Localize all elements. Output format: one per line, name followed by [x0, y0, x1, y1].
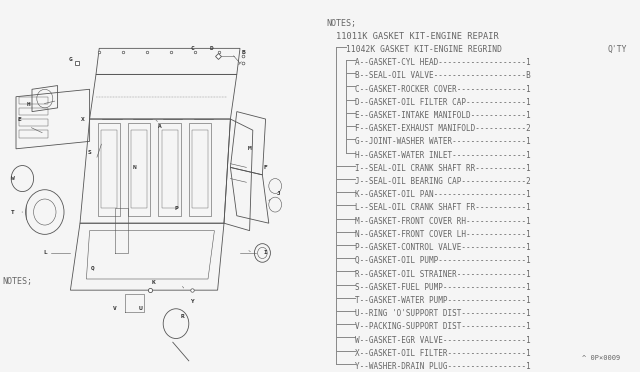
Text: X--GASKET-OIL FILTER-----------------1: X--GASKET-OIL FILTER-----------------1	[355, 349, 531, 358]
Text: W--GASKET-EGR VALVE------------------1: W--GASKET-EGR VALVE------------------1	[355, 336, 531, 344]
Text: NOTES;: NOTES;	[326, 19, 356, 28]
Text: P: P	[174, 206, 178, 211]
Text: W: W	[11, 176, 15, 181]
Text: H: H	[27, 102, 31, 107]
Text: C: C	[190, 46, 194, 51]
Text: U--RING 'O'SUPPORT DIST--------------1: U--RING 'O'SUPPORT DIST--------------1	[355, 309, 531, 318]
Text: A--GASKET-CYL HEAD-------------------1: A--GASKET-CYL HEAD-------------------1	[355, 58, 531, 67]
Text: D--GASKET-OIL FILTER CAP-------------1: D--GASKET-OIL FILTER CAP-------------1	[355, 98, 531, 107]
Text: X: X	[81, 116, 85, 122]
Text: E--GASKET-INTAKE MANIFOLD------------1: E--GASKET-INTAKE MANIFOLD------------1	[355, 111, 531, 120]
Text: I: I	[264, 250, 268, 256]
Text: S: S	[88, 150, 92, 155]
Text: ^ 0P×0009: ^ 0P×0009	[582, 355, 621, 361]
Text: P--GASKET-CONTROL VALVE--------------1: P--GASKET-CONTROL VALVE--------------1	[355, 243, 531, 252]
Text: I--SEAL-OIL CRANK SHAFT RR-----------1: I--SEAL-OIL CRANK SHAFT RR-----------1	[355, 164, 531, 173]
Text: C--GASKET-ROCKER COVER---------------1: C--GASKET-ROCKER COVER---------------1	[355, 84, 531, 94]
Text: L--SEAL-OIL CRANK SHAFT FR-----------1: L--SEAL-OIL CRANK SHAFT FR-----------1	[355, 203, 531, 212]
Text: K--GASKET-OIL PAN--------------------1: K--GASKET-OIL PAN--------------------1	[355, 190, 531, 199]
Text: Y: Y	[190, 299, 194, 304]
Text: Q: Q	[91, 265, 95, 270]
Text: Q'TY: Q'TY	[608, 45, 627, 54]
Text: T--GASKET-WATER PUMP-----------------1: T--GASKET-WATER PUMP-----------------1	[355, 296, 531, 305]
Text: 11011K GASKET KIT-ENGINE REPAIR: 11011K GASKET KIT-ENGINE REPAIR	[336, 32, 499, 41]
Text: E: E	[17, 116, 21, 122]
Text: Y--WASHER-DRAIN PLUG-----------------1: Y--WASHER-DRAIN PLUG-----------------1	[355, 362, 531, 371]
Text: NOTES;: NOTES;	[2, 277, 32, 286]
Text: Q--GASKET-OIL PUMP-------------------1: Q--GASKET-OIL PUMP-------------------1	[355, 256, 531, 265]
Text: F--GASKET-EXHAUST MANIFOLD-----------2: F--GASKET-EXHAUST MANIFOLD-----------2	[355, 124, 531, 133]
Text: N--GASKET-FRONT COVER LH-------------1: N--GASKET-FRONT COVER LH-------------1	[355, 230, 531, 239]
Text: H--GASKET-WATER INLET----------------1: H--GASKET-WATER INLET----------------1	[355, 151, 531, 160]
Text: R: R	[180, 314, 184, 319]
Text: S--GASKET-FUEL PUMP------------------1: S--GASKET-FUEL PUMP------------------1	[355, 283, 531, 292]
Text: T: T	[11, 209, 15, 215]
Text: B: B	[241, 49, 245, 55]
Text: R--GASKET-OIL STRAINER---------------1: R--GASKET-OIL STRAINER---------------1	[355, 269, 531, 279]
Text: D: D	[209, 46, 213, 51]
Text: G--JOINT-WASHER WATER----------------1: G--JOINT-WASHER WATER----------------1	[355, 137, 531, 147]
Text: U: U	[139, 306, 143, 311]
Text: 11042K GASKET KIT-ENGINE REGRIND: 11042K GASKET KIT-ENGINE REGRIND	[346, 45, 502, 54]
Text: L: L	[43, 250, 47, 256]
Text: V: V	[113, 306, 117, 311]
Text: V--PACKING-SUPPORT DIST--------------1: V--PACKING-SUPPORT DIST--------------1	[355, 322, 531, 331]
Text: G: G	[68, 57, 72, 62]
Text: A: A	[158, 124, 162, 129]
Text: F: F	[264, 165, 268, 170]
Text: K: K	[152, 280, 156, 285]
Text: B--SEAL-OIL VALVE--------------------B: B--SEAL-OIL VALVE--------------------B	[355, 71, 531, 80]
Text: J--SEAL-OIL BEARING CAP--------------2: J--SEAL-OIL BEARING CAP--------------2	[355, 177, 531, 186]
Text: M: M	[248, 146, 252, 151]
Text: N: N	[132, 165, 136, 170]
Text: M--GASKET-FRONT COVER RH-------------1: M--GASKET-FRONT COVER RH-------------1	[355, 217, 531, 226]
Text: J: J	[276, 191, 280, 196]
